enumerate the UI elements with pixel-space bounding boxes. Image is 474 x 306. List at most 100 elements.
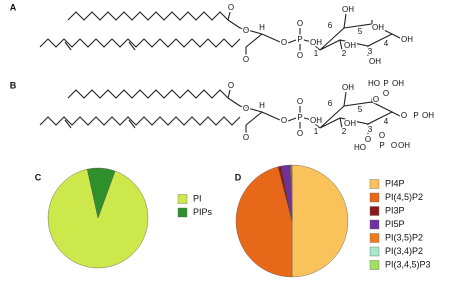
bond <box>287 39 297 44</box>
atom-label: O <box>365 135 371 144</box>
bond <box>287 117 297 122</box>
atom-halo: O <box>391 141 397 150</box>
legend-label: PI(4,5)P2 <box>385 192 423 202</box>
pie-slice <box>87 167 116 219</box>
atom-label: 3 <box>368 125 373 134</box>
bond <box>303 117 313 121</box>
atom-label: O <box>373 95 379 104</box>
atom-label: P <box>297 113 302 122</box>
atom-label: OH <box>372 23 384 32</box>
legend-swatch <box>369 206 380 216</box>
atom-halo: O <box>379 131 385 140</box>
legend-label: PI(3,4)P2 <box>385 246 423 256</box>
atom-label: O <box>243 104 249 113</box>
atom-label: O <box>297 19 303 28</box>
atom-halo: HO <box>368 79 380 88</box>
atom-halo: O <box>243 133 249 142</box>
atom-halo: 4 <box>384 117 389 126</box>
atom-label: O <box>228 3 234 12</box>
atom-label: OH <box>310 116 322 125</box>
bond <box>39 116 241 126</box>
atom-halo: 5 <box>358 27 363 36</box>
legend-label: PI3P <box>385 205 405 215</box>
bond <box>227 97 241 107</box>
atom-label: P <box>383 79 388 88</box>
atom-halo: O <box>297 51 303 60</box>
bond <box>239 105 263 113</box>
atom-halo: P <box>297 35 302 44</box>
atom-label: HO <box>368 79 380 88</box>
bond <box>245 33 263 48</box>
atom-label: 1 <box>314 49 319 58</box>
bond <box>313 44 321 51</box>
atom-halo: O <box>297 129 303 138</box>
atom-halo: P <box>383 79 388 88</box>
atom-label: 2 <box>342 127 347 136</box>
atom-label: O <box>391 141 397 150</box>
atom-label: 5 <box>358 27 363 36</box>
legend-label: PI(3,5)P2 <box>385 232 423 242</box>
atom-label: 6 <box>328 21 333 30</box>
atom-label: P <box>297 35 302 44</box>
atom-halo: OH <box>369 57 381 66</box>
atom-label: P <box>379 141 384 150</box>
atom-halo: OH <box>342 83 354 92</box>
atom-label: 4 <box>384 39 389 48</box>
panel-label: D <box>235 172 242 182</box>
legend-swatch <box>369 233 380 243</box>
pie-slice <box>291 164 349 278</box>
atom-halo: OH <box>310 116 322 125</box>
bond <box>227 11 231 21</box>
legend-swatch <box>369 246 380 257</box>
atom-label: OH <box>342 5 354 14</box>
atom-label: OH <box>401 35 413 44</box>
atom-halo: O <box>243 26 249 35</box>
bond <box>67 11 229 21</box>
atom-halo: H <box>259 101 265 110</box>
panel-label: A <box>10 2 17 12</box>
atom-halo: OH <box>422 111 434 120</box>
pie-slice <box>235 166 293 278</box>
atom-halo: O <box>401 111 407 120</box>
atom-halo: P <box>297 113 302 122</box>
bond <box>227 19 241 29</box>
bond <box>391 33 401 39</box>
atom-halo: OH <box>310 38 322 47</box>
atom-halo: O <box>243 104 249 113</box>
bond <box>261 111 281 121</box>
atom-halo: O <box>281 38 287 47</box>
bond <box>128 119 136 129</box>
atom-halo: P <box>379 141 384 150</box>
bond <box>64 119 72 129</box>
atom-halo: OH <box>401 35 413 44</box>
atom-label: O <box>281 116 287 125</box>
bond <box>128 41 136 51</box>
atom-halo: H <box>259 23 265 32</box>
bond <box>245 111 263 126</box>
legend-swatch <box>369 219 380 230</box>
atom-label: O <box>243 55 249 64</box>
bond <box>343 13 347 29</box>
atom-halo: OH <box>344 41 356 50</box>
atom-label: OH <box>344 119 356 128</box>
atom-halo: O <box>228 81 234 90</box>
atom-label: HO <box>354 143 366 152</box>
atom-halo: OH <box>392 79 404 88</box>
atom-label: 5 <box>358 105 363 114</box>
atom-halo: 2 <box>342 49 347 58</box>
bond <box>239 27 263 35</box>
atom-halo: 1 <box>314 127 319 136</box>
atom-label: OH <box>342 83 354 92</box>
atom-halo: OH <box>342 5 354 14</box>
atom-label: OH <box>369 57 381 66</box>
bond <box>339 117 343 129</box>
atom-halo: OH <box>344 119 356 128</box>
legend-swatch <box>369 260 380 270</box>
panel-label: C <box>35 172 42 182</box>
atom-label: OH <box>422 111 434 120</box>
atom-halo: P <box>413 111 418 120</box>
atom-label: O <box>297 97 303 106</box>
atom-label: O <box>228 81 234 90</box>
